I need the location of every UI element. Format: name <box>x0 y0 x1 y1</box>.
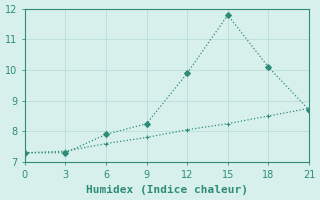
X-axis label: Humidex (Indice chaleur): Humidex (Indice chaleur) <box>86 185 248 195</box>
